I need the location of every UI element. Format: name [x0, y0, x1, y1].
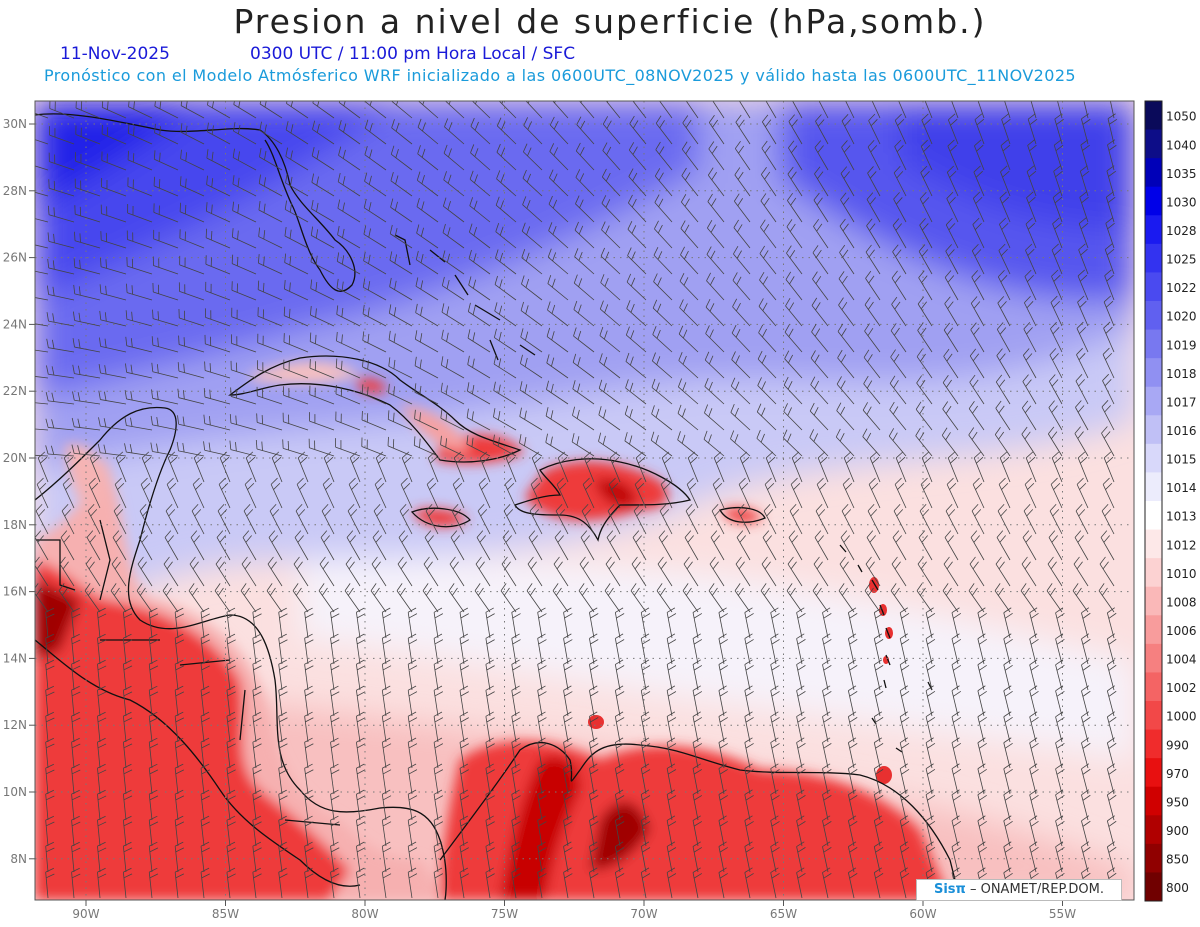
- colorbar-label: 1008: [1166, 595, 1197, 609]
- lat-label: 22N: [3, 384, 27, 398]
- colorbar-label: 1028: [1166, 224, 1197, 238]
- colorbar-swatch: [1145, 672, 1162, 702]
- lon-label: 90W: [72, 907, 99, 921]
- colorbar-label: 1016: [1166, 424, 1197, 438]
- colorbar-label: 1015: [1166, 453, 1197, 467]
- colorbar-label: 1020: [1166, 310, 1197, 324]
- colorbar-label: 1004: [1166, 653, 1197, 667]
- lat-label: 30N: [3, 117, 27, 131]
- pressure-field: [35, 101, 1134, 900]
- map-frame: [34, 100, 1135, 901]
- lat-label: 12N: [3, 718, 27, 732]
- colorbar-label: 850: [1166, 853, 1189, 867]
- colorbar-swatch: [1145, 786, 1162, 816]
- longitude-labels: 90W 85W 80W 75W 70W 65W 60W 55W: [72, 900, 1076, 921]
- forecast-date: 11-Nov-2025: [60, 44, 170, 64]
- colorbar-swatch: [1145, 758, 1162, 788]
- colorbar-label: 1030: [1166, 195, 1197, 209]
- lat-label: 20N: [3, 451, 27, 465]
- lat-label: 14N: [3, 651, 27, 665]
- colorbar-label: 950: [1166, 795, 1189, 809]
- latitude-labels: 30N 28N 26N 24N 22N 20N 18N 16N 14N 12N 10N 8N: [3, 117, 35, 866]
- lat-label: 18N: [3, 518, 27, 532]
- colorbar-label: 990: [1166, 738, 1189, 752]
- colorbar-label: 1040: [1166, 138, 1197, 152]
- colorbar-label: 1013: [1166, 510, 1197, 524]
- colorbar-swatch: [1145, 443, 1162, 473]
- lon-label: 60W: [909, 907, 936, 921]
- colorbar-label: 1019: [1166, 338, 1197, 352]
- colorbar-swatch: [1145, 129, 1162, 159]
- lon-label: 55W: [1049, 907, 1076, 921]
- colorbar-label: 970: [1166, 767, 1189, 781]
- colorbar-swatch: [1145, 301, 1162, 331]
- colorbar-swatch: [1145, 472, 1162, 502]
- colorbar-legend: 1050 1040 1035 1030 1028 1025 1022 1020 1019 1018…: [1144, 100, 1197, 902]
- colorbar-label: 1000: [1166, 710, 1197, 724]
- colorbar-swatch: [1145, 329, 1162, 359]
- colorbar-swatch: [1145, 586, 1162, 616]
- colorbar-swatch: [1145, 843, 1162, 873]
- colorbar-swatch: [1145, 243, 1162, 273]
- colorbar-swatch: [1145, 529, 1162, 559]
- credit-text: – ONAMET/REP.DOM.: [969, 882, 1104, 897]
- credit-brand: Sisπ: [933, 882, 966, 897]
- colorbar-swatch: [1145, 386, 1162, 416]
- colorbar-label: 1006: [1166, 624, 1197, 638]
- colorbar-label: 1010: [1166, 567, 1197, 581]
- lat-label: 24N: [3, 317, 27, 331]
- colorbar-swatch: [1145, 558, 1162, 588]
- chart-title: Presion a nivel de superficie (hPa,somb.…: [233, 2, 987, 41]
- lon-label: 75W: [491, 907, 518, 921]
- colorbar-swatch: [1145, 358, 1162, 388]
- lat-label: 16N: [3, 585, 27, 599]
- wind-barbs: [35, 101, 1118, 899]
- colorbar-swatch: [1145, 643, 1162, 673]
- colorbar-swatch: [1145, 501, 1162, 531]
- lon-label: 80W: [351, 907, 378, 921]
- colorbar-swatch: [1145, 815, 1162, 845]
- colorbar-label: 1014: [1166, 481, 1197, 495]
- lat-lon-grid: [35, 101, 1134, 900]
- lat-label: 8N: [10, 852, 27, 866]
- colorbar-swatch: [1145, 101, 1162, 131]
- lon-label: 85W: [212, 907, 239, 921]
- lon-label: 65W: [770, 907, 797, 921]
- colorbar-swatch: [1145, 415, 1162, 445]
- colorbar-label: 1018: [1166, 367, 1197, 381]
- colorbar-swatch: [1145, 872, 1162, 902]
- colorbar-label: 900: [1166, 824, 1189, 838]
- colorbar-swatch: [1145, 615, 1162, 645]
- forecast-valid-time: 0300 UTC / 11:00 pm Hora Local / SFC: [250, 44, 576, 64]
- colorbar-label: 1017: [1166, 395, 1197, 409]
- colorbar-label: 1002: [1166, 681, 1197, 695]
- lat-label: 10N: [3, 785, 27, 799]
- colorbar-label: 1022: [1166, 281, 1197, 295]
- colorbar-label: 800: [1166, 881, 1189, 895]
- credit-badge: Sisπ – ONAMET/REP.DOM.: [916, 879, 1122, 901]
- lat-label: 28N: [3, 184, 27, 198]
- colorbar-label: 1025: [1166, 253, 1197, 267]
- colorbar-swatch: [1145, 272, 1162, 302]
- colorbar-swatch: [1145, 729, 1162, 759]
- colorbar-label: 1035: [1166, 167, 1197, 181]
- colorbar-swatch: [1145, 701, 1162, 731]
- colorbar-swatch: [1145, 158, 1162, 188]
- colorbar-swatch: [1145, 186, 1162, 216]
- colorbar-label: 1012: [1166, 538, 1197, 552]
- colorbar-label: 1050: [1166, 110, 1197, 124]
- model-description: Pronóstico con el Modelo Atmósferico WRF…: [44, 66, 1076, 85]
- lat-label: 26N: [3, 251, 27, 265]
- colorbar-swatch: [1145, 215, 1162, 245]
- lon-label: 70W: [630, 907, 657, 921]
